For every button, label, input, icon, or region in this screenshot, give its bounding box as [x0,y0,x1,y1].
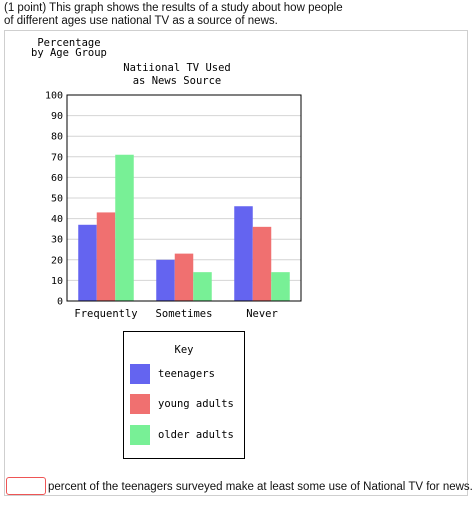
answer-text: percent of the teenagers surveyed make a… [48,481,473,493]
y-tick-label-60: 60 [51,173,63,184]
chart-figure: Percentage by Age Group Natiional TV Use… [4,30,468,496]
y-tick-label-0: 0 [57,297,63,308]
legend-title: Key [174,344,194,356]
y-tick-label-30: 30 [51,235,63,246]
x-tick-label-frequently: Frequently [74,308,137,320]
legend-label-older-adults: older adults [158,429,234,441]
bar-sometimes-young-adults [174,253,194,301]
y-tick-label-40: 40 [51,214,63,225]
legend-swatch-young-adults [130,394,150,414]
plot-frame [66,94,302,302]
y-tick-label-90: 90 [51,111,63,122]
question-prompt: (1 point) This graph shows the results o… [4,2,343,27]
bar-sometimes-older-adults [193,272,212,301]
legend-label-young-adults: young adults [158,398,234,410]
legend-swatch-older-adults [130,425,150,445]
y-tick-label-80: 80 [51,132,63,143]
y-tick-label-10: 10 [51,276,63,287]
bar-sometimes-teenagers [156,259,175,301]
y-tick-label-50: 50 [51,194,63,205]
bar-frequently-young-adults [96,212,116,301]
bar-never-older-adults [271,272,290,301]
bar-frequently-teenagers [78,224,97,301]
chart-title-line2: as News Source [132,75,222,87]
y-tick-label-20: 20 [51,255,63,266]
y-tick-label-100: 100 [45,91,63,102]
answer-input[interactable] [6,477,46,495]
x-tick-label-never: Never [246,308,278,320]
chart-title: Natiional TV Used as News Source [87,62,267,88]
legend: Key teenagers young adults older adults [123,331,245,459]
x-tick-label-sometimes: Sometimes [156,308,213,320]
legend-swatch-teenagers [130,364,150,384]
y-axis-label: Percentage by Age Group [31,37,107,59]
bar-frequently-older-adults [115,154,134,301]
y-axis-label-line1: Percentage [37,37,101,49]
y-axis-label-line2: by Age Group [31,47,107,59]
chart-title-line1: Natiional TV Used [123,62,231,74]
answer-row: percent of the teenagers surveyed make a… [6,477,473,497]
bar-chart: 0 10 20 30 40 50 60 70 80 90 100 Frequently Sometime… [45,91,302,320]
legend-label-teenagers: teenagers [158,368,215,380]
bar-never-teenagers [234,206,253,301]
bar-never-young-adults [252,226,272,301]
y-tick-label-70: 70 [51,152,63,163]
